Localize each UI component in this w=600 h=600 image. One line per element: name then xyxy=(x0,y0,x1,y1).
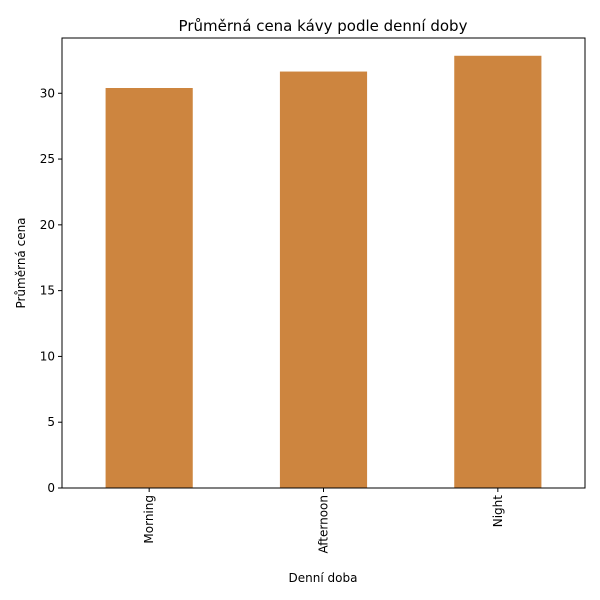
bar-night xyxy=(454,55,542,489)
y-tick-label: 25 xyxy=(40,152,55,166)
y-axis-ticks: 0 5 10 15 20 25 30 xyxy=(40,86,62,495)
y-tick-label: 5 xyxy=(47,415,55,429)
x-tick-label: Morning xyxy=(142,495,156,544)
y-tick-label: 10 xyxy=(40,349,55,363)
plot-frame xyxy=(61,37,586,489)
x-axis-ticks: Morning Afternoon Night xyxy=(142,488,505,554)
x-tick-label: Night xyxy=(491,495,505,528)
x-tick-label: Afternoon xyxy=(317,495,331,554)
y-tick-label: 15 xyxy=(40,284,55,298)
bar-afternoon xyxy=(279,71,368,488)
y-tick-label: 0 xyxy=(47,481,55,495)
chart-title: Průměrná cena kávy podle denní doby xyxy=(179,17,468,35)
y-tick-label: 30 xyxy=(40,86,55,100)
y-tick-label: 20 xyxy=(40,218,55,232)
bars-group xyxy=(105,55,542,489)
x-axis-label: Denní doba xyxy=(289,571,358,585)
bar-morning xyxy=(105,88,193,488)
y-axis-label: Průměrná cena xyxy=(14,217,28,308)
